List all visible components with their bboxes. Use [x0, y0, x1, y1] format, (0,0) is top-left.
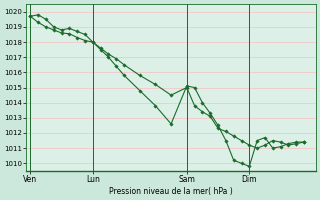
X-axis label: Pression niveau de la mer( hPa ): Pression niveau de la mer( hPa ) — [109, 187, 233, 196]
